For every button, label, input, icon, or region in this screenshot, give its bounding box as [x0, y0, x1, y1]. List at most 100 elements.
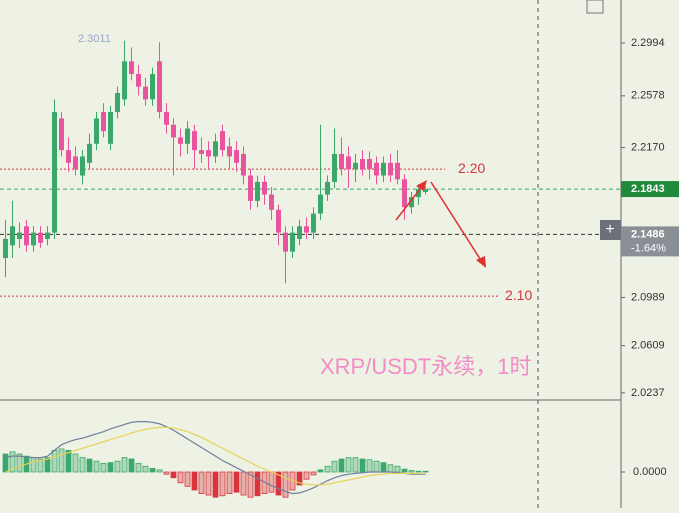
candle-body: [360, 159, 365, 170]
high-label: 2.3011: [78, 33, 111, 45]
macd-histogram-bar: [191, 471, 198, 491]
arrow: [430, 181, 483, 263]
candle-body: [59, 118, 64, 151]
macd-histogram-bar: [177, 471, 184, 484]
add-button-icon[interactable]: +: [605, 221, 614, 238]
arrow-head: [476, 256, 486, 268]
candle-body: [276, 209, 281, 233]
candle-body: [3, 238, 8, 258]
price-tag: [621, 181, 679, 198]
candle-body: [248, 175, 253, 201]
y-tick-label: 2.2578: [631, 90, 665, 102]
macd-line: [5, 426, 426, 486]
macd-histogram-bar: [149, 467, 156, 473]
macd-histogram-bar: [275, 471, 282, 496]
candle-body: [31, 232, 36, 246]
candle-body: [115, 93, 120, 113]
macd-histogram-bar: [86, 458, 93, 473]
macd-histogram-bar: [184, 471, 191, 487]
macd-histogram-bar: [359, 458, 366, 473]
candle-body: [297, 226, 302, 239]
macd-line: [5, 421, 426, 495]
candle-body: [269, 194, 274, 210]
macd-histogram-bar: [303, 471, 310, 480]
macd-histogram-bar: [9, 451, 16, 473]
candle-body: [409, 197, 414, 208]
candle-body: [290, 232, 295, 252]
macd-histogram-bar: [415, 470, 422, 473]
candle-body: [171, 124, 176, 138]
candle-body: [136, 73, 141, 87]
macd-histogram-bar: [331, 460, 338, 473]
macd-histogram-bar: [65, 449, 72, 473]
candle-body: [213, 141, 218, 157]
marks: 2.2994 2.2578 2.2170 2.0989 2.0609 2.0237 2.20…: [0, 33, 679, 498]
candle-body: [325, 181, 330, 195]
macd-histogram-bar: [254, 471, 261, 497]
candle-body: [234, 150, 239, 163]
macd-histogram-bar: [324, 465, 331, 473]
macd-histogram-bar: [163, 471, 170, 475]
candle-body: [346, 156, 351, 170]
candle-body: [87, 143, 92, 163]
add-button[interactable]: [600, 220, 621, 240]
candle-body: [206, 150, 211, 157]
toolbar-icon[interactable]: [586, 0, 604, 14]
candle-body: [108, 112, 113, 144]
macd-histogram-bar: [79, 457, 86, 473]
candle-body: [24, 226, 29, 246]
candle-body: [318, 194, 323, 214]
candle-body: [45, 232, 50, 239]
macd-histogram-bar: [30, 457, 37, 473]
macd-histogram-bar: [93, 460, 100, 473]
candle-body: [150, 73, 155, 100]
macd-histogram-bar: [44, 457, 51, 473]
candle-body: [66, 150, 71, 163]
candle-body: [255, 181, 260, 201]
candle-body: [339, 153, 344, 170]
macd-histogram-bar: [58, 448, 65, 473]
macd-histogram-bar: [121, 457, 128, 473]
macd-histogram-bar: [422, 470, 429, 473]
macd-histogram-bar: [170, 471, 177, 479]
candle-body: [122, 61, 127, 100]
y-tick-label: 2.2170: [631, 141, 665, 153]
macd-histogram-bar: [338, 458, 345, 473]
candle-body: [73, 156, 78, 170]
price-tag: [621, 226, 679, 257]
y-tick-label: 0.0000: [633, 466, 667, 478]
macd-histogram-bar: [51, 449, 58, 473]
macd-histogram-bar: [205, 471, 212, 496]
candle-body: [185, 128, 190, 144]
macd-histogram-bar: [212, 471, 219, 498]
candle-body: [199, 150, 204, 154]
macd-histogram-bar: [408, 470, 415, 473]
candle-body: [80, 156, 85, 176]
candle-body: [381, 162, 386, 176]
macd-histogram-bar: [380, 462, 387, 473]
candle-body: [101, 112, 106, 132]
candle-body: [227, 146, 232, 157]
price-tag-label: 2.1486: [631, 228, 665, 240]
macd-histogram-bar: [107, 462, 114, 473]
macd-histogram-bar: [296, 471, 303, 486]
candle-body: [10, 226, 15, 246]
macd-histogram-bar: [282, 471, 289, 498]
candle-body: [374, 162, 379, 176]
macd-histogram-bar: [72, 453, 79, 473]
candle-body: [52, 112, 57, 233]
level-label: 2.20: [458, 160, 485, 176]
chart-title: XRP/USDT永续，1时: [320, 354, 531, 379]
candle-body: [164, 112, 169, 125]
macd-histogram-bar: [142, 465, 149, 473]
candle-body: [283, 232, 288, 252]
candle-body: [129, 61, 134, 74]
macd-histogram-bar: [219, 471, 226, 497]
annotation-arrows: [395, 180, 486, 268]
macd-histogram-bar: [345, 457, 352, 473]
candle-body: [353, 162, 358, 170]
macd-histogram-bar: [128, 458, 135, 473]
candle-body: [192, 131, 197, 151]
macd-histogram-bar: [310, 471, 317, 476]
